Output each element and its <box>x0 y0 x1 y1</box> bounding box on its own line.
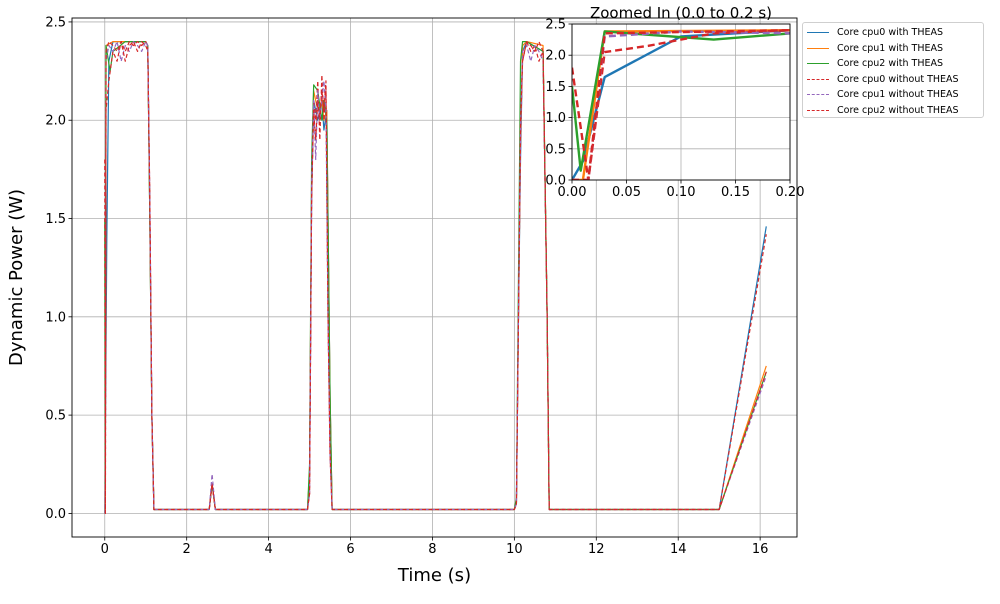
main-xtick-label: 10 <box>506 542 523 557</box>
legend-swatch <box>807 94 829 96</box>
legend-label: Core cpu1 with THEAS <box>837 42 943 54</box>
inset-ytick-label: 2.5 <box>545 18 566 33</box>
inset-series-group <box>572 29 790 180</box>
main-ytick-label: 0.5 <box>45 409 66 424</box>
main-series-line-3 <box>104 40 767 511</box>
inset-xtick-label: 0.20 <box>776 185 805 200</box>
main-ylabel: Dynamic Power (W) <box>6 189 27 366</box>
legend-label: Core cpu0 without THEAS <box>837 73 959 85</box>
inset-ytick-label: 1.0 <box>545 111 566 126</box>
legend-item: Core cpu0 without THEAS <box>807 72 979 88</box>
main-ytick-label: 1.0 <box>45 310 66 325</box>
legend-item: Core cpu0 with THEAS <box>807 25 979 41</box>
main-series-line-4 <box>104 40 767 515</box>
inset-series-line-4 <box>572 29 790 180</box>
legend-swatch <box>807 109 829 111</box>
main-ytick-label: 2.0 <box>45 114 66 129</box>
main-xtick-label: 4 <box>264 542 272 557</box>
inset-ytick-label: 1.5 <box>545 80 566 95</box>
legend-swatch <box>807 63 829 65</box>
main-xtick-label: 2 <box>183 542 191 557</box>
inset-series-line-3 <box>572 30 790 172</box>
legend-item: Core cpu2 without THEAS <box>807 103 979 119</box>
legend-label: Core cpu2 without THEAS <box>837 104 959 116</box>
inset-xtick-label: 0.10 <box>667 185 696 200</box>
legend-label: Core cpu1 without THEAS <box>837 89 959 101</box>
legend-swatch <box>807 78 829 80</box>
main-xtick-label: 14 <box>670 542 687 557</box>
inset-title: Zoomed In (0.0 to 0.2 s) <box>590 4 772 22</box>
legend-item: Core cpu2 with THEAS <box>807 56 979 72</box>
legend-swatch <box>807 47 829 49</box>
inset-xtick-label: 0.15 <box>721 185 750 200</box>
inset-ytick-label: 0.5 <box>545 142 566 157</box>
inset-ytick-label: 2.0 <box>545 49 566 64</box>
main-xlabel: Time (s) <box>397 565 471 586</box>
legend-item: Core cpu1 with THEAS <box>807 41 979 57</box>
inset-ytick-label: 0.0 <box>545 174 566 189</box>
inset-series-line-6 <box>572 29 790 180</box>
inset-xtick-label: 0.00 <box>558 185 587 200</box>
main-frame <box>71 17 798 538</box>
main-ytick-label: 1.5 <box>45 212 66 227</box>
inset-frame <box>571 23 791 181</box>
main-ytick-label: 2.5 <box>45 15 66 30</box>
inset-panel: 0.00 0.05 0.10 0.15 0.20 0.0 0.5 1.0 1.5 2.0 2.5 Zo… <box>545 4 804 200</box>
main-xtick-label: 6 <box>346 542 354 557</box>
legend-swatch <box>807 32 829 34</box>
legend-item: Core cpu1 without THEAS <box>807 87 979 103</box>
inset-xtick-label: 0.05 <box>612 185 641 200</box>
main-ytick-label: 0.0 <box>45 507 66 522</box>
main-series-line-6 <box>104 40 767 515</box>
main-series-group <box>104 40 767 515</box>
legend-label: Core cpu0 with THEAS <box>837 27 943 39</box>
main-xtick-label: 12 <box>588 542 605 557</box>
main-xtick-label: 16 <box>752 542 769 557</box>
main-xtick-label: 8 <box>428 542 436 557</box>
legend: Core cpu0 with THEAS Core cpu1 with THEAS… <box>802 22 984 118</box>
main-xtick-label: 0 <box>101 542 109 557</box>
legend-label: Core cpu2 with THEAS <box>837 58 943 70</box>
